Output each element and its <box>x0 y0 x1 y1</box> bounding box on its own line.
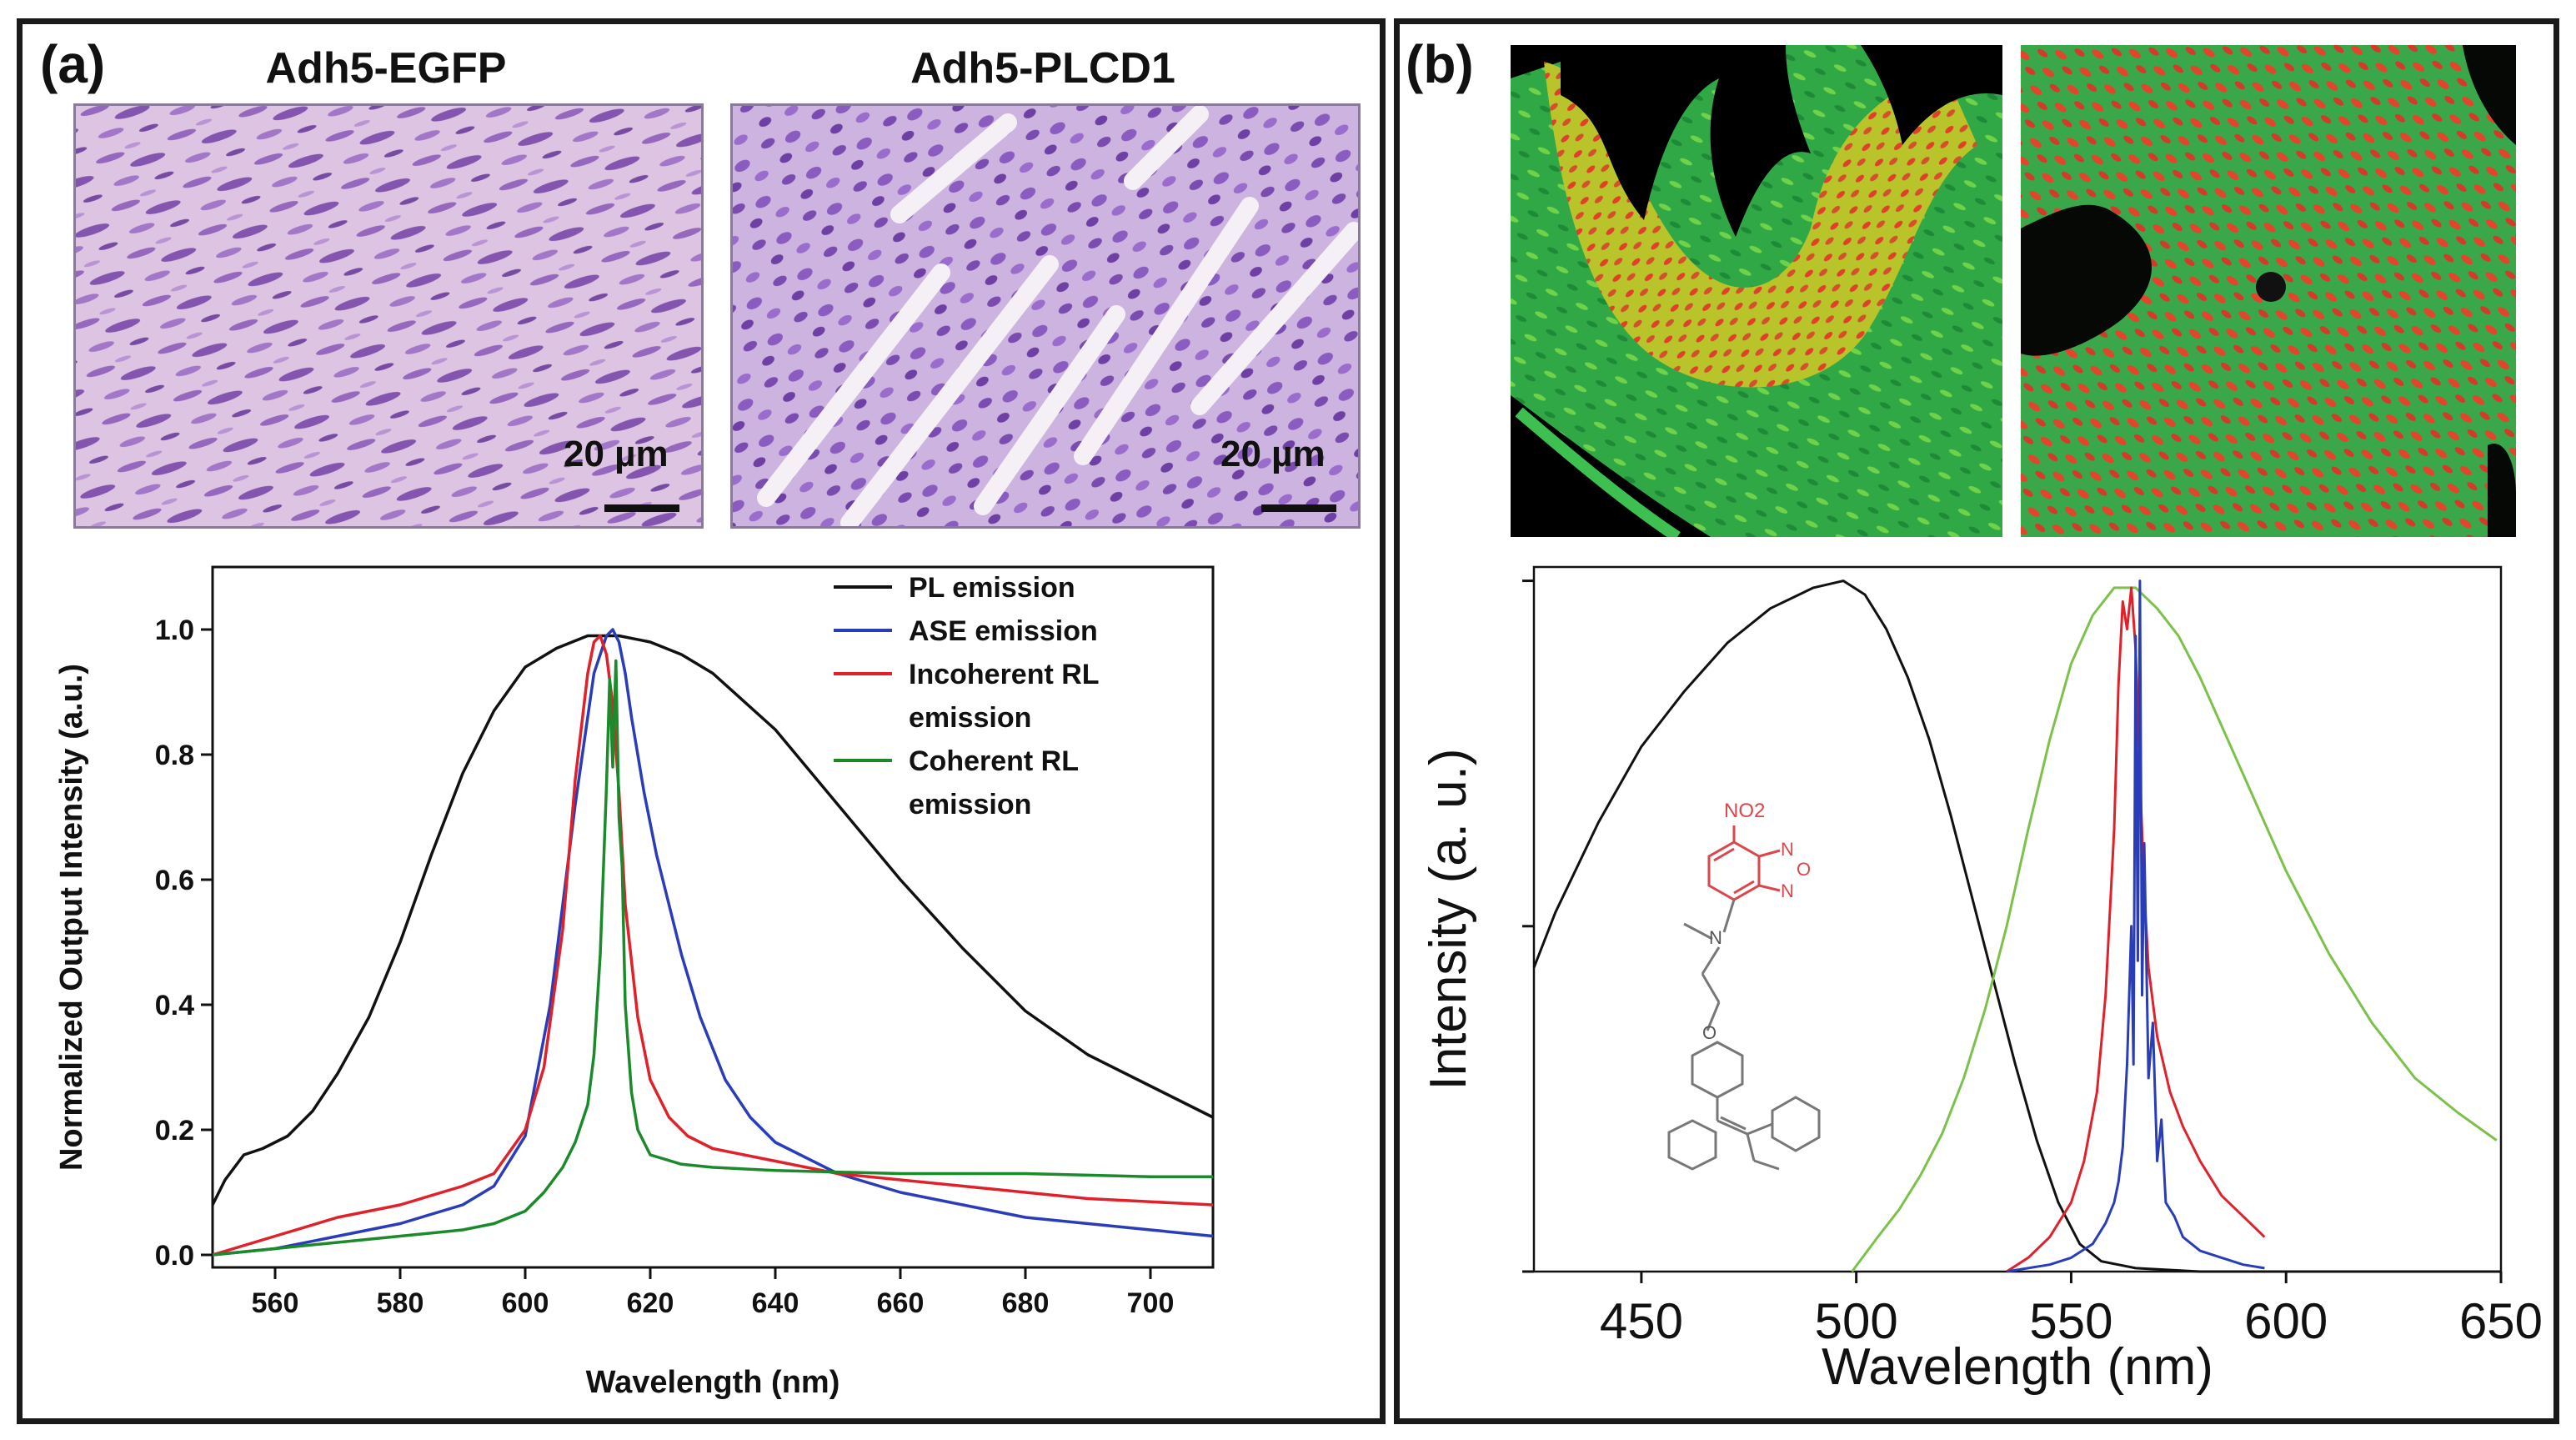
x-tick-label: 550 <box>2029 1293 2112 1349</box>
panel-b <box>1394 18 2559 1424</box>
x-tick-label: 660 <box>877 1287 925 1319</box>
molecule-nitro: NO2 <box>1724 800 1765 822</box>
panel-a <box>17 18 1386 1424</box>
histology-image-egfp: 20 µm <box>73 103 704 529</box>
x-tick-label: 680 <box>1002 1287 1050 1319</box>
image-left-title: Adh5-EGFP <box>265 44 507 93</box>
x-tick-label: 600 <box>502 1287 549 1319</box>
scale-label-left: 20 µm <box>564 434 669 474</box>
series-line-0 <box>211 634 1214 1206</box>
panel-b-label: (b) <box>1406 34 1474 94</box>
y-tick-label: 0.6 <box>155 865 194 896</box>
x-tick-label: 580 <box>377 1287 424 1319</box>
series-line-2 <box>2006 586 2266 1273</box>
x-axis-label: Wavelength (nm) <box>586 1365 840 1400</box>
legend-label-3: Coherent RL <box>909 745 1079 777</box>
x-tick-label: 640 <box>752 1287 799 1319</box>
series-line-1 <box>1851 586 2498 1272</box>
y-tick-label: 0.4 <box>155 990 194 1021</box>
x-tick-label: 700 <box>1127 1287 1175 1319</box>
legend-label-1: ASE emission <box>909 615 1098 647</box>
molecule-amine: N <box>1709 927 1722 948</box>
molecule-o1: O <box>1797 859 1811 880</box>
molecule-n2: N <box>1781 881 1794 901</box>
series-line-3 <box>212 659 1213 1257</box>
series-line-2 <box>212 634 1214 1257</box>
y-axis-label: Intensity (a. u.) <box>1420 748 1477 1090</box>
y-tick-label: 0.8 <box>155 740 194 771</box>
plot-frame <box>211 565 1215 1269</box>
y-tick-label: 0.0 <box>155 1240 194 1272</box>
y-axis-label: Normalized Output Intensity (a.u.) <box>54 664 89 1171</box>
molecule-ether: O <box>1702 1022 1716 1043</box>
x-tick-label: 620 <box>627 1287 674 1319</box>
scale-bar-left <box>604 504 679 512</box>
legend-label-0: PL emission <box>909 572 1075 604</box>
histology-image-plcd1: 20 µm <box>730 103 1361 529</box>
series-line-3 <box>2006 580 2265 1273</box>
molecule-structure: NO2 N O N N O <box>1667 800 1821 1171</box>
image-right-title: Adh5-PLCD1 <box>910 44 1175 93</box>
y-tick-label: 0.2 <box>155 1115 194 1146</box>
plot-frame <box>1532 565 2503 1273</box>
x-tick-label: 500 <box>1815 1293 1898 1349</box>
x-tick-label: 560 <box>252 1287 299 1319</box>
molecule-n1: N <box>1781 839 1794 860</box>
fluorescence-image-left <box>1511 45 2002 537</box>
legend-label-2: emission <box>909 702 1031 734</box>
legend-label-2: Incoherent RL <box>909 659 1100 690</box>
y-tick-label: 1.0 <box>155 615 194 646</box>
chart-panel-b: 450 500 550 600 650 Wavelength (nm) Intensity … <box>1420 565 2543 1396</box>
legend-label-3: emission <box>909 789 1031 820</box>
scale-bar-right <box>1261 504 1336 512</box>
x-tick-label: 600 <box>2244 1293 2328 1349</box>
x-axis-label: Wavelength (nm) <box>1822 1338 2213 1396</box>
series-line-0 <box>1532 580 2501 1273</box>
x-tick-label: 650 <box>2459 1293 2543 1349</box>
fluorescence-image-right <box>2021 45 2516 537</box>
x-tick-label: 450 <box>1600 1293 1683 1349</box>
scale-label-right: 20 µm <box>1220 434 1326 474</box>
series-line-1 <box>212 628 1214 1257</box>
panel-a-label: (a) <box>40 34 106 94</box>
chart-panel-a: 560 580 600 620 640 660 680 700 0.0 0.2 0.4 0.6 0.8 1… <box>54 565 1215 1400</box>
